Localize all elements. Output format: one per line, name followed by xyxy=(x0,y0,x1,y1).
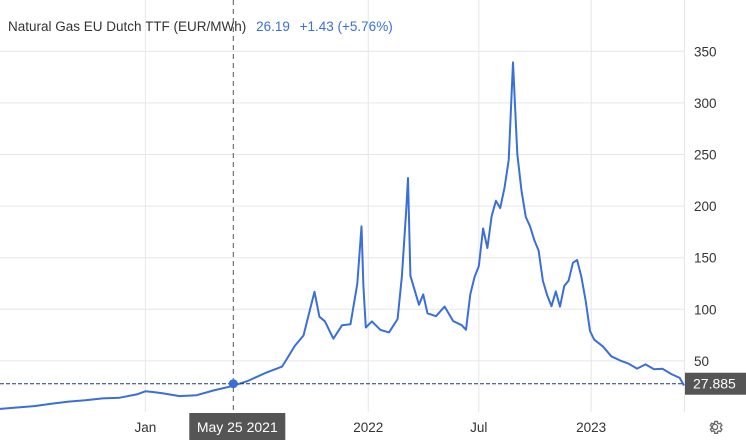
y-tick-label: 300 xyxy=(694,96,717,111)
instrument-name: Natural Gas EU Dutch TTF (EUR/MWh) xyxy=(8,19,247,34)
crosshair-date-label: May 25 2021 xyxy=(197,419,278,435)
grid-layer xyxy=(0,0,684,412)
y-tick-label: 50 xyxy=(694,354,709,369)
y-tick-label: 150 xyxy=(694,251,717,266)
crosshair-date-box xyxy=(189,413,286,440)
series-line xyxy=(0,61,685,410)
last-price: 26.19 xyxy=(256,19,290,34)
gear-icon[interactable] xyxy=(706,418,724,436)
y-tick-label: 100 xyxy=(694,302,717,317)
price-change: +1.43 (+5.76%) xyxy=(299,19,393,34)
x-tick-label: 2023 xyxy=(576,420,606,435)
series-layer xyxy=(0,61,685,410)
crosshair-value-box xyxy=(685,372,746,395)
chart-header: Natural Gas EU Dutch TTF (EUR/MWh) 26.19… xyxy=(8,19,393,34)
crosshair-value-label: 27.885 xyxy=(693,376,736,392)
x-tick-label: Jul xyxy=(470,420,487,435)
x-tick-label: 2022 xyxy=(353,420,383,435)
y-tick-label: 350 xyxy=(694,44,717,59)
x-axis: Jan 2022 Jul 2023 xyxy=(134,420,606,435)
crosshair-point xyxy=(228,379,238,389)
x-tick-label: Jan xyxy=(134,420,156,435)
y-axis: 50 100 150 200 250 300 350 xyxy=(684,0,717,412)
y-tick-label: 250 xyxy=(694,148,717,163)
y-tick-label: 200 xyxy=(694,199,717,214)
